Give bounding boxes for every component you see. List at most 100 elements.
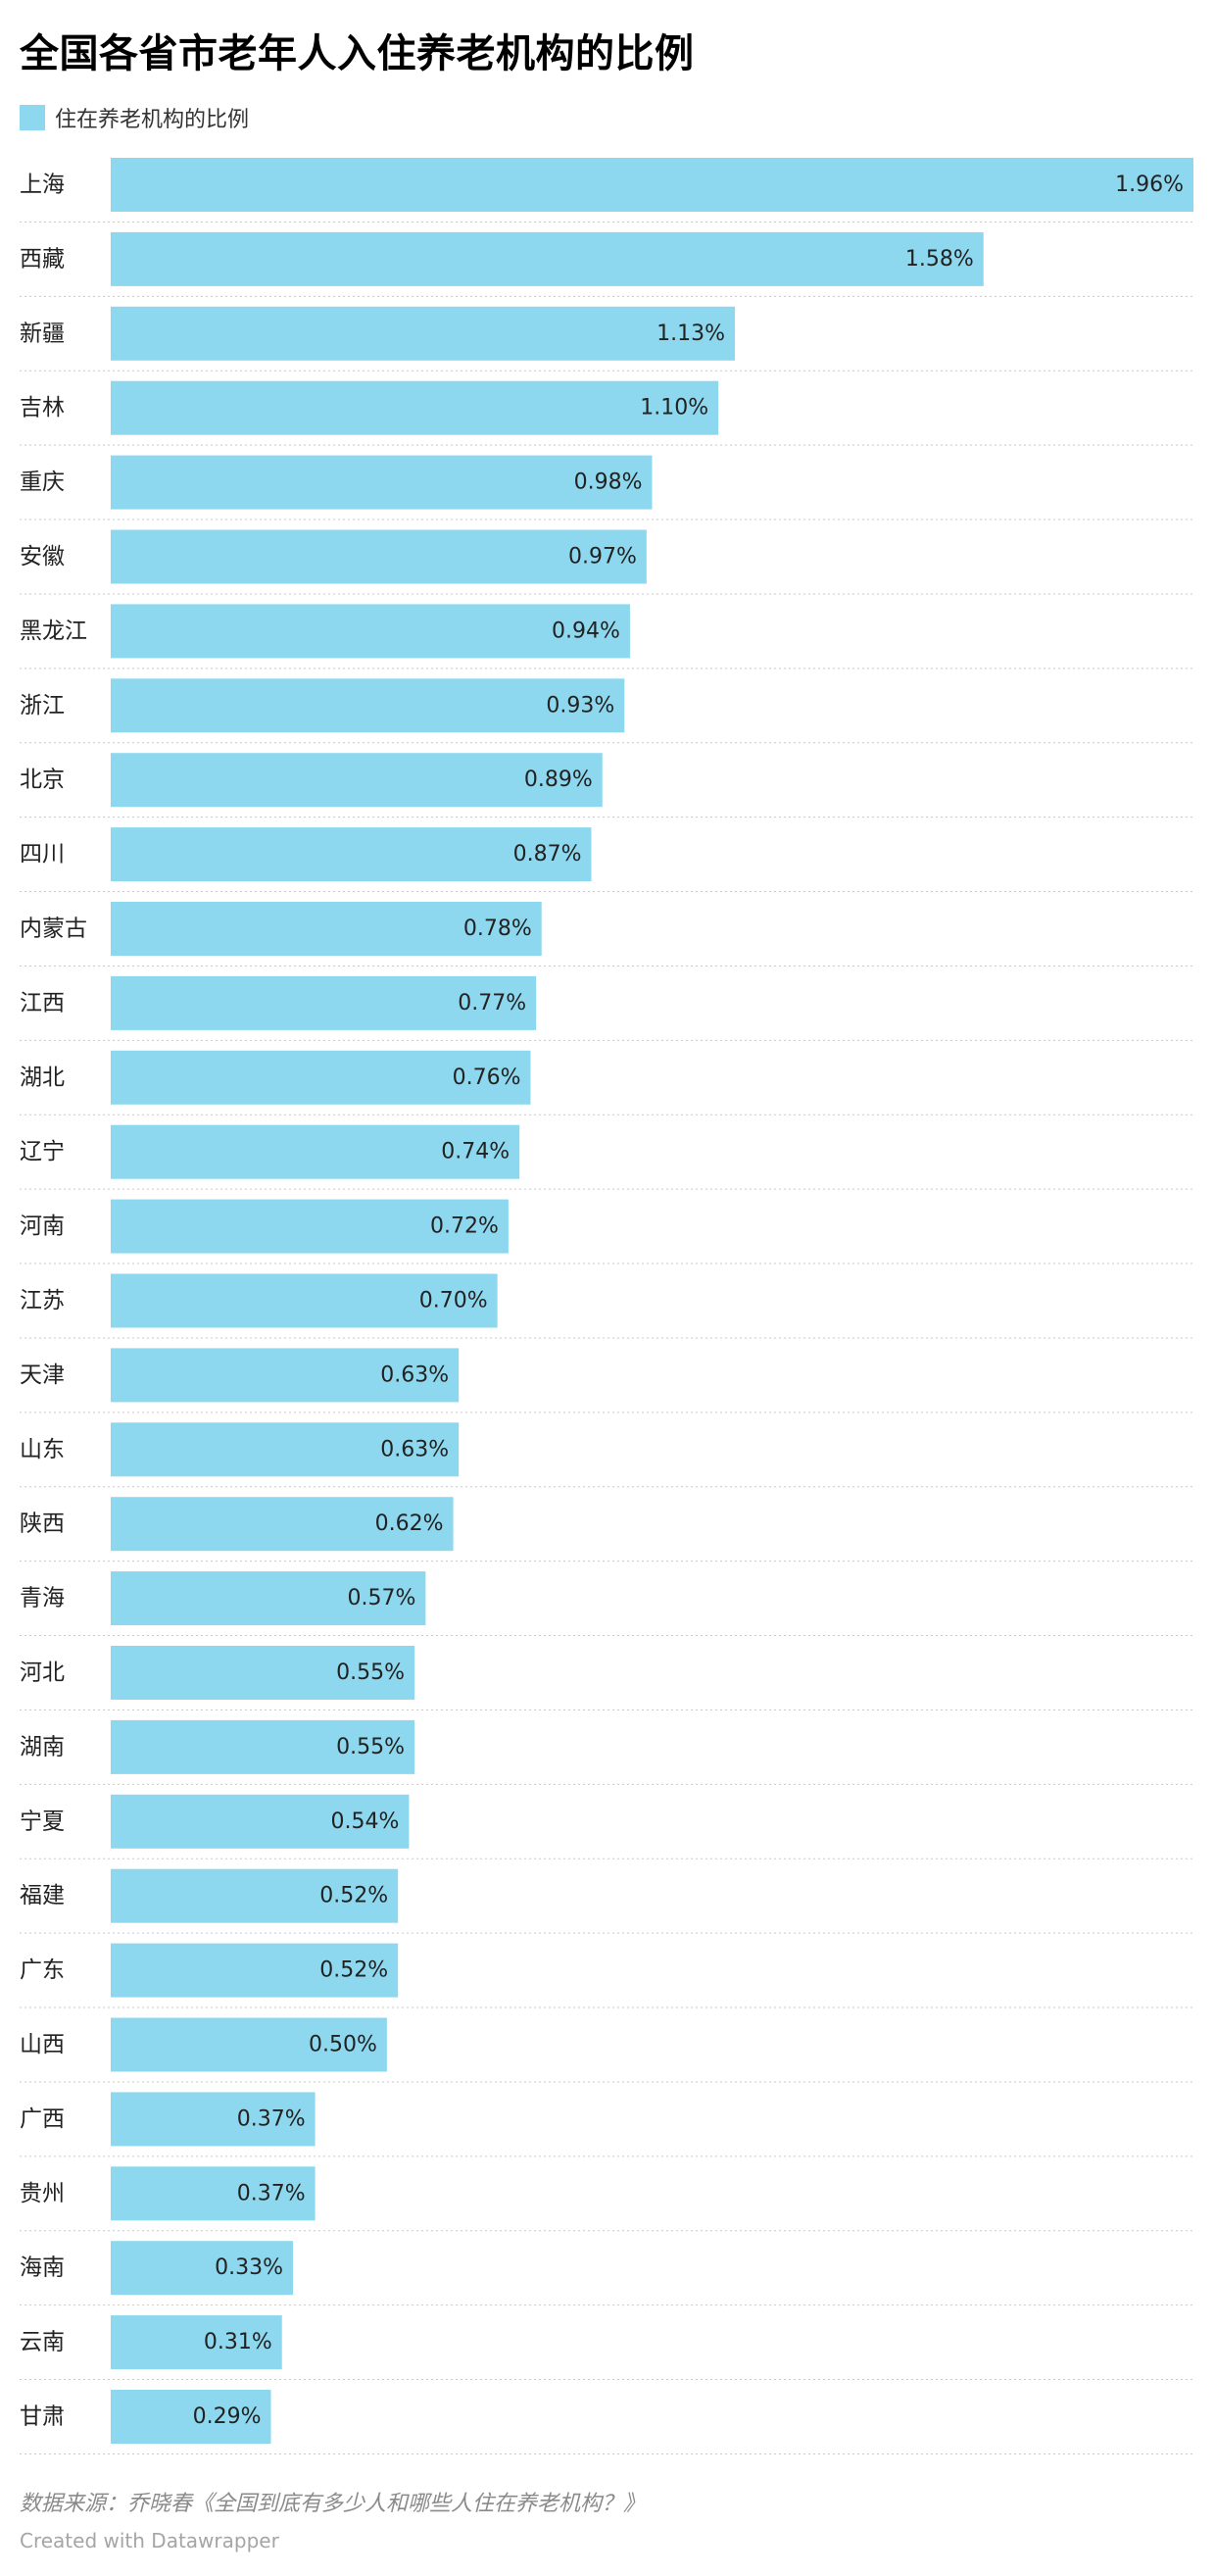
category-label: 海南 — [20, 2255, 65, 2281]
category-label: 重庆 — [20, 470, 65, 495]
bar — [111, 1646, 415, 1700]
bar — [111, 975, 537, 1030]
bar-row: 浙江 0.93% — [20, 678, 1193, 744]
bar — [111, 1943, 399, 1998]
bar-row: 上海 1.96% — [20, 158, 1193, 223]
value-label: 0.63% — [380, 1437, 449, 1461]
bar — [111, 306, 736, 361]
value-label: 0.89% — [524, 768, 593, 792]
value-label: 0.52% — [319, 1958, 388, 1983]
category-label: 新疆 — [20, 321, 65, 346]
bar — [111, 529, 647, 584]
category-label: 山东 — [20, 1437, 65, 1462]
category-label: 辽宁 — [20, 1139, 65, 1164]
value-label: 0.97% — [568, 545, 637, 570]
bar — [111, 1199, 509, 1254]
category-label: 湖北 — [20, 1065, 65, 1090]
category-label: 河南 — [20, 1214, 65, 1239]
bar-row: 辽宁 0.74% — [20, 1124, 1193, 1190]
legend-swatch — [20, 105, 45, 130]
category-label: 浙江 — [20, 693, 65, 718]
bar — [111, 827, 592, 882]
bar — [111, 1273, 498, 1328]
value-label: 1.58% — [905, 247, 974, 272]
bar — [111, 1497, 454, 1552]
bar-row: 广西 0.37% — [20, 2092, 1193, 2157]
value-label: 0.50% — [309, 2033, 377, 2057]
category-label: 四川 — [20, 842, 65, 867]
bar — [111, 2241, 294, 2296]
bar-row: 广东 0.52% — [20, 1943, 1193, 2008]
category-label: 西藏 — [20, 246, 65, 272]
value-label: 0.29% — [193, 2404, 262, 2429]
bar-row: 四川 0.87% — [20, 827, 1193, 893]
category-label: 黑龙江 — [20, 619, 87, 644]
bar-row: 内蒙古 0.78% — [20, 902, 1193, 966]
bar-row: 河南 0.72% — [20, 1199, 1193, 1264]
value-label: 0.93% — [546, 693, 614, 718]
category-label: 广东 — [20, 1957, 65, 1983]
category-label: 安徽 — [20, 544, 65, 570]
bar-row: 甘肃 0.29% — [20, 2390, 1193, 2454]
chart-legend: 住在养老机构的比例 — [20, 100, 249, 135]
value-label: 0.62% — [375, 1511, 444, 1536]
value-label: 0.57% — [347, 1586, 415, 1610]
bar — [111, 604, 630, 659]
value-label: 0.63% — [380, 1362, 449, 1387]
bar — [111, 1348, 460, 1403]
bar — [111, 1050, 531, 1105]
bar-row: 黑龙江 0.94% — [20, 604, 1193, 669]
bar-row: 湖北 0.76% — [20, 1050, 1193, 1115]
bar — [111, 455, 653, 510]
value-label: 0.87% — [513, 842, 582, 867]
bar-row: 安徽 0.97% — [20, 529, 1193, 595]
category-label: 上海 — [20, 173, 65, 198]
bar-row: 陕西 0.62% — [20, 1497, 1193, 1562]
bar — [111, 678, 625, 733]
bar — [111, 1794, 410, 1849]
value-label: 0.72% — [430, 1214, 499, 1239]
category-label: 青海 — [20, 1586, 65, 1611]
bar — [111, 902, 542, 956]
bar — [111, 2092, 316, 2147]
bar — [111, 231, 984, 286]
legend-label: 住在养老机构的比例 — [55, 108, 250, 132]
bar-row: 北京 0.89% — [20, 753, 1193, 818]
value-label: 0.37% — [237, 2181, 306, 2205]
category-label: 山西 — [20, 2032, 65, 2057]
category-label: 宁夏 — [20, 1808, 65, 1834]
value-label: 0.77% — [458, 991, 526, 1016]
category-label: 吉林 — [20, 395, 65, 421]
value-label: 0.37% — [237, 2106, 306, 2131]
bar-row: 新疆 1.13% — [20, 306, 1193, 372]
bar-row: 天津 0.63% — [20, 1348, 1193, 1413]
value-label: 0.76% — [453, 1065, 521, 1090]
bar-row: 贵州 0.37% — [20, 2166, 1193, 2232]
bar-row: 云南 0.31% — [20, 2315, 1193, 2381]
bar — [111, 753, 603, 808]
bar — [111, 2315, 282, 2370]
category-label: 云南 — [20, 2330, 65, 2355]
bar-row: 青海 0.57% — [20, 1571, 1193, 1637]
value-label: 0.55% — [336, 1735, 405, 1759]
value-label: 1.96% — [1115, 173, 1184, 197]
bar — [111, 2390, 271, 2444]
bar — [111, 1868, 399, 1923]
category-label: 广西 — [20, 2106, 65, 2132]
bar-row: 吉林 1.10% — [20, 380, 1193, 446]
bar-row: 福建 0.52% — [20, 1868, 1193, 1934]
category-label: 贵州 — [20, 2181, 65, 2206]
value-label: 1.13% — [656, 322, 725, 346]
bar — [111, 1422, 460, 1477]
value-label: 0.33% — [215, 2255, 283, 2280]
bar — [111, 1124, 520, 1179]
bar — [111, 2166, 316, 2221]
category-label: 河北 — [20, 1660, 65, 1686]
bar-row: 江苏 0.70% — [20, 1273, 1193, 1339]
bar-row: 河北 0.55% — [20, 1646, 1193, 1710]
value-label: 0.94% — [552, 619, 620, 643]
value-label: 0.74% — [441, 1140, 510, 1164]
bar — [111, 158, 1193, 212]
value-label: 0.78% — [463, 916, 532, 941]
bar — [111, 1571, 426, 1626]
